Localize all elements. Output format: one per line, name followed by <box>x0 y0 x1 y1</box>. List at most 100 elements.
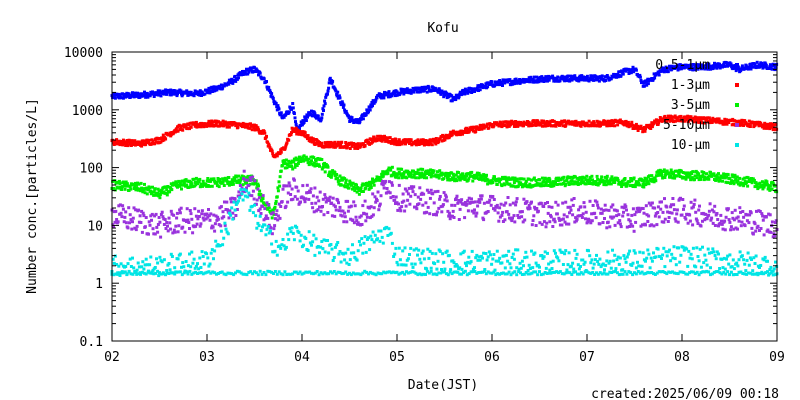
data-point <box>524 179 528 183</box>
data-point <box>210 119 214 123</box>
data-point <box>454 98 458 101</box>
data-point <box>602 208 606 212</box>
data-point <box>567 222 571 226</box>
data-point <box>652 224 656 228</box>
data-point <box>116 272 120 276</box>
data-point <box>409 194 413 198</box>
data-point <box>566 175 570 179</box>
data-point <box>726 254 730 258</box>
data-point <box>716 176 720 180</box>
data-point <box>502 254 506 258</box>
data-point <box>205 179 209 183</box>
data-point <box>728 253 732 257</box>
data-point <box>717 252 720 256</box>
data-point <box>644 182 648 186</box>
data-point <box>465 264 468 268</box>
data-point <box>684 177 688 181</box>
data-point <box>628 225 632 228</box>
data-point <box>762 63 765 67</box>
data-point <box>254 124 258 128</box>
data-point <box>507 176 511 180</box>
data-point <box>596 206 600 210</box>
data-point <box>576 183 580 186</box>
data-point <box>470 249 474 253</box>
data-point <box>659 169 663 173</box>
data-point <box>726 207 730 211</box>
data-point <box>139 181 143 185</box>
data-point <box>253 123 256 127</box>
data-point <box>491 195 495 198</box>
data-point <box>732 218 736 222</box>
data-point <box>176 230 180 234</box>
data-point <box>522 264 525 268</box>
data-point <box>687 117 691 121</box>
data-point <box>321 205 324 208</box>
data-point <box>524 250 528 254</box>
data-point <box>393 91 397 95</box>
data-point <box>404 204 408 208</box>
data-point <box>548 178 552 182</box>
data-point <box>550 267 554 270</box>
data-point <box>604 79 608 82</box>
data-point <box>245 186 248 190</box>
data-point <box>418 90 422 94</box>
data-point <box>229 121 233 124</box>
data-point <box>561 201 565 205</box>
data-point <box>131 216 135 220</box>
data-point <box>211 225 215 229</box>
data-point <box>360 190 364 193</box>
data-point <box>640 264 644 268</box>
data-point <box>634 266 638 270</box>
data-point <box>150 212 154 216</box>
data-point <box>304 117 308 121</box>
data-point <box>235 122 239 126</box>
data-point <box>152 190 156 194</box>
data-point <box>143 182 146 186</box>
data-point <box>700 121 704 125</box>
data-point <box>279 150 283 154</box>
data-point <box>557 216 561 220</box>
data-point <box>566 205 570 209</box>
data-point <box>633 213 637 217</box>
data-point <box>183 230 187 234</box>
data-point <box>376 190 380 194</box>
data-point <box>222 236 226 240</box>
data-point <box>604 179 608 183</box>
data-point <box>518 177 522 181</box>
data-point <box>419 261 423 265</box>
data-point <box>147 232 150 236</box>
data-point <box>764 64 768 68</box>
data-point <box>698 175 702 178</box>
data-point <box>425 267 429 271</box>
data-point <box>237 190 241 194</box>
data-point <box>315 195 319 199</box>
data-point <box>443 198 447 202</box>
data-point <box>193 180 197 184</box>
data-point <box>112 187 116 190</box>
data-point <box>321 166 325 169</box>
data-point <box>294 122 298 126</box>
data-point <box>151 268 155 272</box>
data-point <box>760 185 764 189</box>
data-point <box>161 215 165 219</box>
data-point <box>221 210 225 214</box>
data-point <box>605 259 609 263</box>
data-point <box>768 213 772 217</box>
data-point <box>300 123 304 127</box>
data-point <box>672 119 676 123</box>
data-point <box>626 122 630 126</box>
data-point <box>696 222 700 225</box>
data-point <box>291 102 295 105</box>
data-point <box>499 202 503 206</box>
data-point <box>268 89 272 93</box>
data-point <box>348 120 352 123</box>
data-point <box>515 177 519 181</box>
data-point <box>186 264 190 268</box>
data-point <box>533 251 537 255</box>
data-point <box>190 217 194 221</box>
data-point <box>188 127 191 131</box>
data-point <box>209 212 213 216</box>
data-point <box>178 211 182 215</box>
data-point <box>721 227 725 231</box>
data-point <box>279 246 283 250</box>
